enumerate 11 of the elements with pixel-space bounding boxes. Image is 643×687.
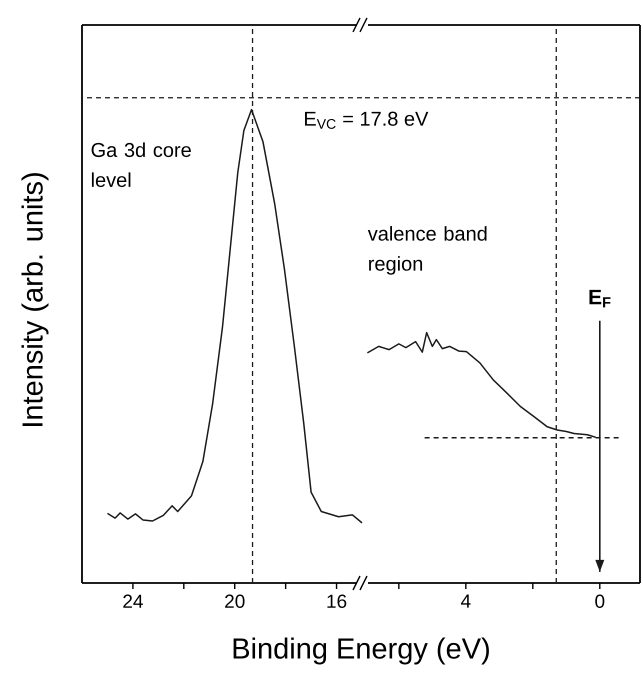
x-axis-title: Binding Energy (eV)	[234, 637, 489, 665]
y-axis-title: Intensity (arb. units)	[21, 173, 49, 426]
x-tick-label: 16	[327, 594, 346, 608]
x-tick-label: 0	[595, 594, 604, 608]
x-tick-label: 24	[123, 594, 143, 608]
x-tick-label: 4	[460, 594, 471, 608]
text: valence band region	[368, 226, 487, 275]
x-tick-label: 20	[225, 594, 245, 608]
ref-line-label: E$_{F}$	[589, 290, 611, 308]
annotation: Ga 3d core level	[92, 142, 191, 188]
annotation: E$_{VC}$ = 17.8 eV	[305, 112, 428, 129]
